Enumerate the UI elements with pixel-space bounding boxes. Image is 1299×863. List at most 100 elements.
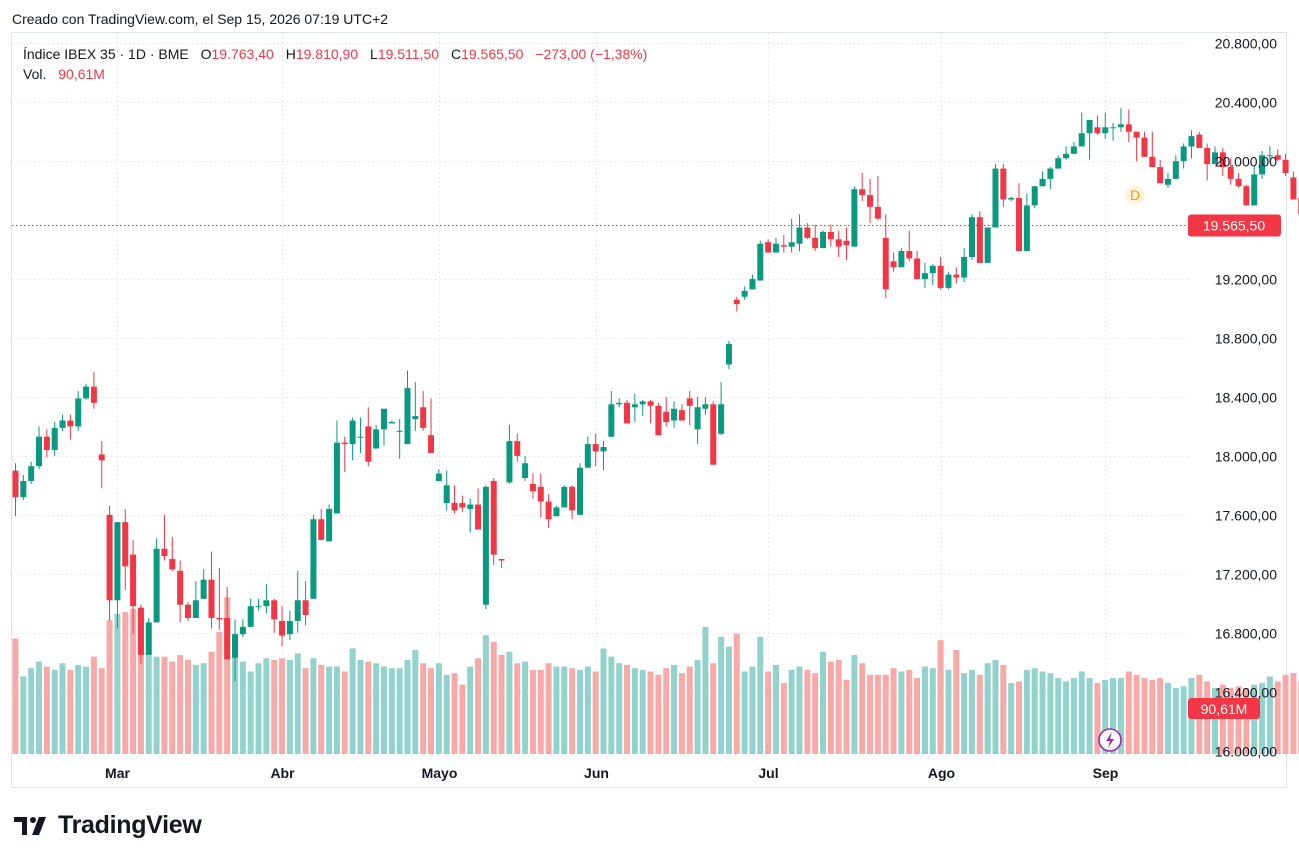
candle[interactable] [545, 494, 552, 529]
candle[interactable] [83, 383, 90, 400]
candle[interactable] [1180, 143, 1187, 169]
candle[interactable] [137, 604, 144, 664]
candle[interactable] [255, 598, 262, 611]
candle[interactable] [1266, 146, 1273, 163]
candle[interactable] [302, 581, 309, 626]
candle[interactable] [702, 396, 709, 415]
candle[interactable] [655, 402, 662, 436]
candle[interactable] [686, 391, 693, 425]
candle[interactable] [945, 271, 952, 290]
candle[interactable] [435, 469, 442, 481]
candle[interactable] [1110, 122, 1117, 141]
candle[interactable] [380, 408, 387, 446]
candle[interactable] [506, 424, 513, 484]
candle[interactable] [161, 514, 168, 561]
candle[interactable] [279, 606, 286, 646]
candle[interactable] [365, 407, 372, 467]
candle[interactable] [1227, 158, 1234, 185]
candle[interactable] [569, 485, 576, 520]
candle[interactable] [671, 401, 678, 428]
candle[interactable] [710, 401, 717, 465]
candle[interactable] [1149, 131, 1156, 168]
candle[interactable] [882, 214, 889, 299]
candle[interactable] [906, 230, 913, 262]
candle[interactable] [812, 224, 819, 252]
candle[interactable] [968, 214, 975, 260]
tradingview-logo[interactable]: TradingView [14, 811, 202, 840]
candle[interactable] [373, 424, 380, 449]
candle[interactable] [318, 508, 325, 540]
candle[interactable] [59, 414, 66, 431]
lightning-icon[interactable] [1098, 728, 1122, 752]
candle[interactable] [467, 498, 474, 533]
dividend-marker[interactable]: D [1125, 185, 1145, 205]
candle[interactable] [796, 214, 803, 252]
candle[interactable] [43, 429, 50, 458]
candle[interactable] [757, 240, 764, 281]
candle[interactable] [1290, 171, 1297, 200]
candle[interactable] [835, 230, 842, 257]
candle[interactable] [529, 473, 536, 499]
candle[interactable] [412, 382, 419, 431]
candle[interactable] [67, 414, 74, 440]
candle[interactable] [522, 455, 529, 481]
candle[interactable] [992, 164, 999, 228]
candle[interactable] [169, 536, 176, 571]
candle[interactable] [1031, 186, 1038, 209]
candle[interactable] [239, 619, 246, 638]
candle[interactable] [404, 370, 411, 445]
candle[interactable] [75, 391, 82, 431]
candle[interactable] [216, 567, 223, 630]
candle[interactable] [177, 560, 184, 623]
candle[interactable] [1141, 131, 1148, 157]
candle[interactable] [1243, 184, 1250, 206]
candle[interactable] [780, 234, 787, 253]
candle[interactable] [639, 399, 646, 417]
candle[interactable] [357, 417, 364, 453]
candle[interactable] [584, 436, 591, 468]
candle[interactable] [420, 391, 427, 431]
candle[interactable] [843, 227, 850, 260]
candle[interactable] [788, 218, 795, 253]
candle[interactable] [600, 441, 607, 471]
candle[interactable] [961, 248, 968, 283]
candle[interactable] [428, 398, 435, 453]
candle[interactable] [271, 598, 278, 633]
candle[interactable] [929, 264, 936, 285]
candle[interactable] [820, 230, 827, 249]
candle[interactable] [396, 419, 403, 459]
candle[interactable] [1008, 196, 1015, 201]
candle[interactable] [1023, 193, 1030, 252]
candle[interactable] [247, 598, 254, 627]
candle[interactable] [200, 569, 207, 599]
candle[interactable] [694, 396, 701, 445]
candle[interactable] [851, 186, 858, 247]
candle[interactable] [475, 488, 482, 530]
candle[interactable] [576, 463, 583, 515]
candle[interactable] [192, 581, 199, 618]
candle[interactable] [741, 286, 748, 300]
candle[interactable] [1000, 164, 1007, 207]
candle[interactable] [718, 382, 725, 436]
candle[interactable] [561, 485, 568, 508]
candle[interactable] [388, 420, 395, 424]
candle[interactable] [984, 227, 991, 263]
candle[interactable] [1125, 109, 1132, 143]
candle[interactable] [1016, 183, 1023, 252]
candle[interactable] [867, 178, 874, 224]
candle[interactable] [1094, 115, 1101, 135]
candle[interactable] [1212, 146, 1219, 165]
candle[interactable] [490, 477, 497, 565]
candle[interactable] [153, 538, 160, 623]
candle[interactable] [914, 251, 921, 280]
candle[interactable] [772, 237, 779, 253]
candle[interactable] [1157, 159, 1164, 184]
candle[interactable] [12, 463, 19, 517]
candle[interactable] [310, 514, 317, 599]
candle[interactable] [859, 172, 866, 201]
candle[interactable] [1078, 112, 1085, 147]
candle[interactable] [451, 485, 458, 514]
candle[interactable] [1259, 150, 1266, 179]
candle[interactable] [514, 433, 521, 462]
